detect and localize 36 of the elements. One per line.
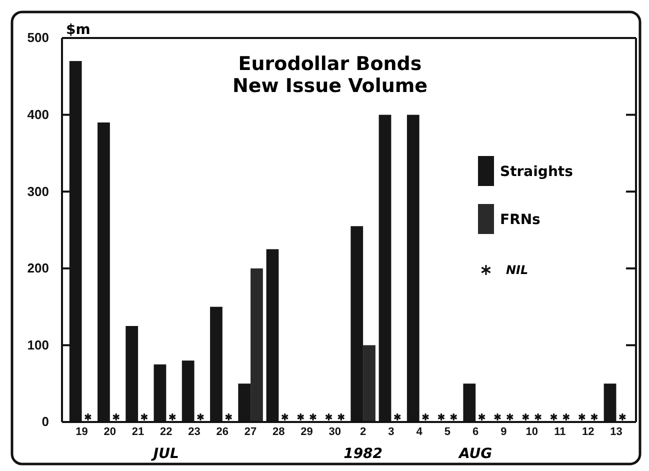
text: 1982 — [344, 446, 383, 462]
x-tick-label: 5 — [444, 426, 451, 438]
x-tick-label: 9 — [500, 426, 507, 438]
y-tick-label: 500 — [27, 30, 49, 46]
x-tick-label: 12 — [582, 426, 594, 438]
legend-label: Straights — [500, 164, 573, 180]
x-tick-label: 23 — [188, 426, 200, 438]
x-tick-label: 21 — [132, 426, 144, 438]
x-tick-label: 6 — [472, 426, 479, 438]
x-tick-label: 11 — [554, 426, 566, 438]
x-tick-label: 3 — [388, 426, 394, 438]
y-tick-label: 200 — [27, 260, 49, 276]
bar — [250, 268, 263, 422]
x-tick-label: 19 — [76, 426, 88, 438]
bar — [363, 345, 376, 422]
annotation: NIL — [506, 263, 528, 277]
x-tick-label: 29 — [300, 426, 313, 438]
x-tick-label: 22 — [160, 426, 172, 438]
x-tick-label: 20 — [104, 426, 116, 438]
y-tick-label: 100 — [27, 337, 49, 352]
y-tick-label: 0 — [42, 414, 49, 430]
x-tick-label: 28 — [272, 426, 285, 438]
x-tick-label: 26 — [216, 426, 229, 438]
legend-label: FRNs — [500, 212, 540, 228]
x-tick-label: 27 — [244, 426, 257, 438]
y-tick-label: 300 — [27, 184, 49, 199]
x-tick-label: 10 — [526, 426, 538, 438]
x-tick-label: 4 — [416, 426, 424, 438]
text: Eurodollar Bonds New Issue Volume — [232, 53, 428, 97]
x-tick-label: 2 — [360, 426, 366, 438]
text: AUG — [458, 446, 492, 462]
y-tick-label: 400 — [27, 106, 49, 122]
text: JUL — [150, 446, 179, 462]
y-axis-title: $m — [66, 22, 90, 38]
x-tick-label: 30 — [328, 426, 342, 438]
x-tick-label: 13 — [610, 426, 622, 438]
